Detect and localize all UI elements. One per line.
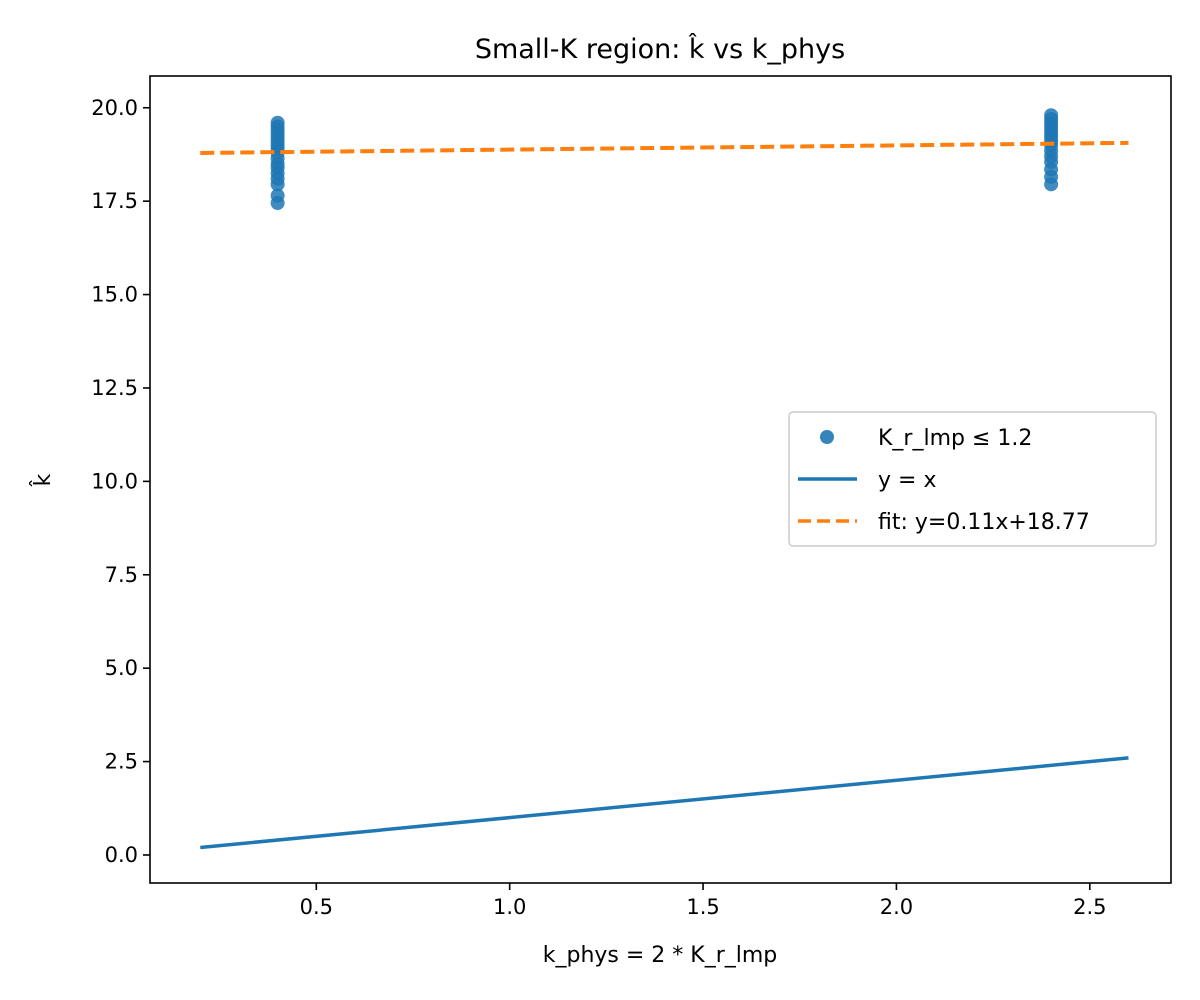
plot-frame: [149, 75, 1172, 884]
legend-label-fit-line: fit: y=0.11x+18.77: [878, 510, 1090, 535]
x-tick-label: 0.5: [300, 895, 333, 919]
legend: K_r_lmp ≤ 1.2 y = x fit: y=0.11x+18.77: [788, 411, 1157, 547]
y-tick-label: 7.5: [105, 563, 138, 587]
series-layer: [200, 108, 1129, 850]
y-tick-label: 20.0: [91, 96, 138, 120]
identity-line: [200, 756, 1129, 850]
y-tick-label: 0.0: [105, 843, 138, 867]
y-axis-label: k̂: [30, 473, 56, 487]
legend-label-identity-line: y = x: [878, 468, 936, 493]
y-tick-label: 2.5: [105, 750, 138, 774]
x-tick-label: 2.5: [1073, 895, 1106, 919]
x-axis-label: k_phys = 2 * K_r_lmp: [543, 943, 778, 968]
scatter-point: [270, 188, 285, 203]
x-tick-label: 2.0: [880, 895, 913, 919]
y-axis-ticks: 0.0 2.5 5.0 7.5 10.0 12.5 15.0 17.5 20.0: [91, 96, 150, 867]
y-tick-label: 17.5: [91, 189, 138, 213]
legend-box: [788, 411, 1157, 547]
y-tick-label: 15.0: [91, 283, 138, 307]
y-tick-label: 12.5: [91, 376, 138, 400]
x-tick-label: 1.5: [686, 895, 719, 919]
x-tick-label: 1.0: [493, 895, 526, 919]
y-tick-label: 10.0: [91, 469, 138, 493]
chart-title: Small-K region: k̂ vs k_phys: [475, 33, 845, 65]
y-tick-label: 5.0: [105, 656, 138, 680]
legend-marker-scatter: [820, 430, 834, 444]
scatter-point: [1044, 108, 1059, 123]
x-axis-ticks: 0.5 1.0 1.5 2.0 2.5: [300, 883, 1106, 919]
scatter-point: [270, 115, 285, 130]
fit-line: [200, 140, 1129, 155]
legend-label-scatter: K_r_lmp ≤ 1.2: [878, 426, 1032, 451]
